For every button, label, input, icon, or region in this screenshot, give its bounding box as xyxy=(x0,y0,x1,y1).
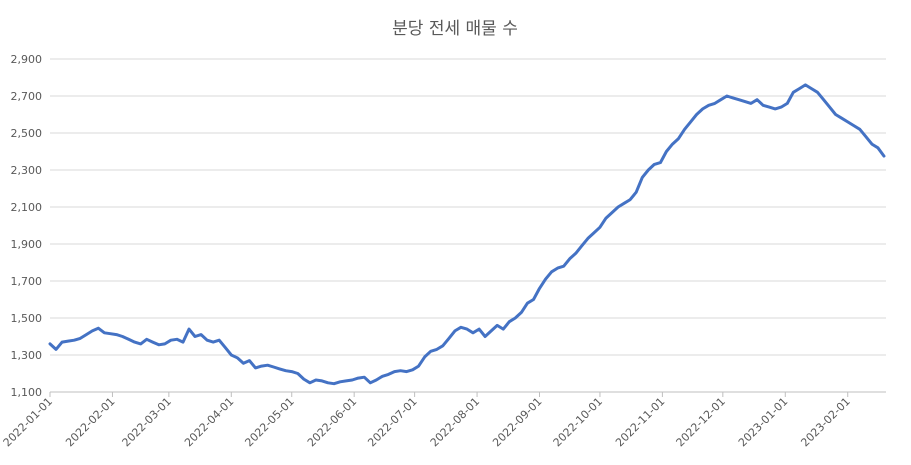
series-line xyxy=(48,83,886,386)
x-axis-tick-labels: 2022-01-01 2022-02-01 2022-03-01 2022-04-01… xyxy=(1,395,853,449)
x-tick-label: 2023-01-01 xyxy=(736,395,790,449)
y-tick-label: 1,500 xyxy=(11,312,43,325)
x-tick-label: 2023-02-01 xyxy=(798,395,852,449)
y-axis-tick-labels: 1,100 1,300 1,500 1,700 1,900 2,100 2,300 2,500… xyxy=(11,53,43,399)
y-tick-label: 1,100 xyxy=(11,386,43,399)
y-tick-label: 2,300 xyxy=(11,164,43,177)
x-tick-label: 2022-03-01 xyxy=(120,395,174,449)
y-tick-label: 2,100 xyxy=(11,201,43,214)
x-tick-label: 2022-11-01 xyxy=(613,395,667,449)
x-tick-label: 2022-12-01 xyxy=(674,395,728,449)
x-tick-label: 2022-07-01 xyxy=(365,395,419,449)
y-tick-label: 1,700 xyxy=(11,275,43,288)
chart-title: 분당 전세 매물 수 xyxy=(392,19,518,39)
x-tick-label: 2022-09-01 xyxy=(490,395,544,449)
x-tick-label: 2022-04-01 xyxy=(182,395,236,449)
x-tick-label: 2022-10-01 xyxy=(551,395,605,449)
y-tick-label: 1,900 xyxy=(11,238,43,251)
x-tick-label: 2022-01-01 xyxy=(1,395,55,449)
gridlines xyxy=(49,58,886,397)
y-tick-label: 2,500 xyxy=(11,127,43,140)
x-tick-label: 2022-05-01 xyxy=(242,395,296,449)
x-tick-label: 2022-02-01 xyxy=(63,395,117,449)
x-tick-label: 2022-08-01 xyxy=(428,395,482,449)
x-tick-label: 2022-06-01 xyxy=(305,395,359,449)
y-tick-label: 1,300 xyxy=(11,349,43,362)
y-tick-label: 2,900 xyxy=(11,53,43,66)
y-tick-label: 2,700 xyxy=(11,90,43,103)
series-layer xyxy=(48,83,886,386)
